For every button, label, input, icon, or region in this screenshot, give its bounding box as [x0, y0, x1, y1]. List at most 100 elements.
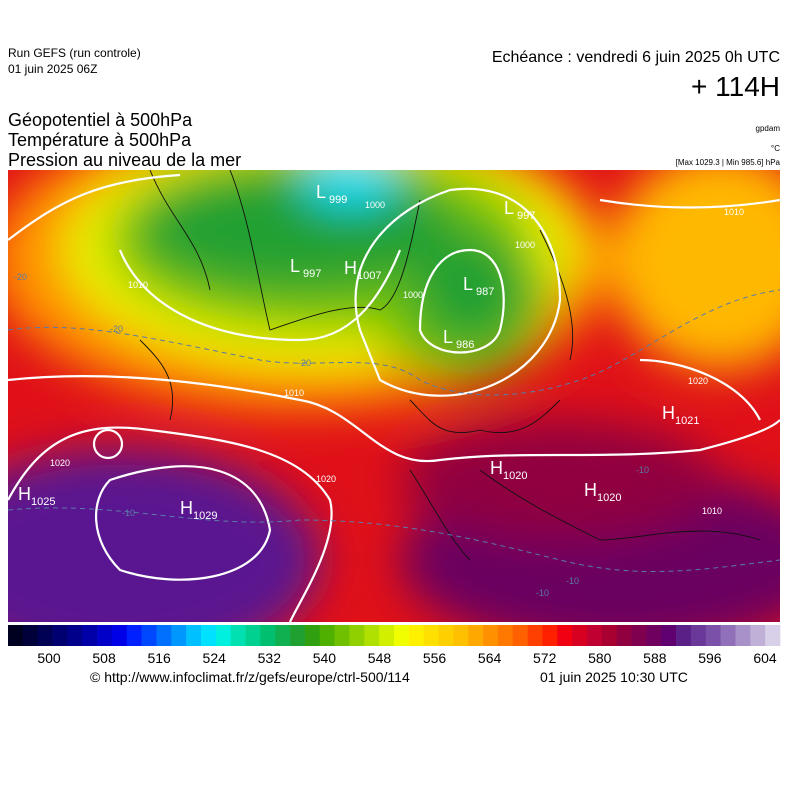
colorbar-tick-label: 548 [368, 650, 392, 666]
colorbar-swatch [201, 625, 217, 646]
colorbar-swatch [215, 625, 231, 646]
pressure-type: H [490, 458, 503, 478]
run: Run GEFS (run controle) [8, 46, 141, 60]
colorbar-swatch [572, 625, 588, 646]
colorbar-tick-label: 500 [37, 650, 61, 666]
isobar-label: 1010 [284, 388, 304, 398]
pressure-type: H [584, 480, 597, 500]
colorbar-tick-label: 524 [203, 650, 227, 666]
colorbar-swatch [483, 625, 499, 646]
isobar-label: 1020 [688, 376, 708, 386]
colorbar-swatch [379, 625, 395, 646]
pressure-type: L [316, 182, 326, 202]
colorbar-swatch [186, 625, 202, 646]
colorbar-swatch [304, 625, 321, 646]
colorbar-swatch [512, 625, 528, 646]
colorbar-swatch [245, 625, 261, 646]
unit: °C [771, 144, 780, 153]
colorbar-swatch [542, 625, 558, 646]
colorbar-swatch [423, 625, 439, 646]
pressure-type: L [290, 256, 300, 276]
pressure-type: H [344, 258, 357, 278]
colorbar-swatch [438, 625, 454, 646]
colorbar-swatch [468, 625, 484, 646]
isobar-label: 1000 [403, 290, 423, 300]
isobar-label: 1010 [128, 280, 148, 290]
colorbar-swatch [230, 625, 246, 646]
colorbar-swatch [408, 625, 424, 646]
colorbar-swatch [52, 625, 68, 646]
colorbar-swatch [720, 625, 736, 646]
pressure-value: 997 [303, 268, 321, 280]
pressure-value: 987 [476, 286, 494, 298]
pressure-value: 1021 [675, 415, 699, 427]
colorbar-swatch [171, 625, 187, 646]
isobar-label: 1010 [702, 506, 722, 516]
unit: gpdam [756, 124, 781, 133]
colorbar-swatch [8, 625, 24, 646]
colorbar-swatch [275, 625, 291, 646]
colorbar-swatch [394, 625, 410, 646]
colorbar-swatch [141, 625, 157, 646]
temperature-label: -10 [566, 576, 579, 586]
colorbar-swatch [631, 625, 647, 646]
colorbar-tick-label: 508 [92, 650, 116, 666]
colorbar-tick-label: 596 [698, 650, 722, 666]
colorbar-swatch [260, 625, 276, 646]
colorbar-swatch [126, 625, 142, 646]
lead-time: + 114H [691, 71, 780, 102]
temperature-label: -10 [636, 465, 649, 475]
colorbar-swatch [37, 625, 53, 646]
title: Pression au niveau de la mer [8, 150, 241, 170]
map [8, 170, 780, 622]
colorbar-swatch [557, 625, 573, 646]
colorbar-swatch [735, 625, 751, 646]
colorbar-tick-label: 580 [588, 650, 612, 666]
isobar-label: 1020 [50, 458, 70, 468]
isobar-label: 1000 [365, 200, 385, 210]
pressure-value: 1007 [357, 270, 381, 282]
colorbar-swatch [646, 625, 662, 646]
colorbar-swatch [765, 625, 781, 646]
footer-source: © http://www.infoclimat.fr/z/gefs/europe… [90, 669, 410, 685]
colorbar: 500 508 516 524 532 540 548 556 564 572 580 588 596 6… [8, 625, 781, 666]
isobar-label: 1020 [316, 474, 336, 484]
colorbar-swatch [705, 625, 721, 646]
temperature-label: -20 [14, 272, 27, 282]
colorbar-swatch [661, 625, 677, 646]
colorbar-swatch [111, 625, 128, 646]
colorbar-swatch [587, 625, 603, 646]
pressure-type: H [662, 403, 675, 423]
pressure-value: 999 [329, 194, 347, 206]
pressure-value: 986 [456, 339, 474, 351]
pressure-type: L [443, 327, 453, 347]
colorbar-swatch [82, 625, 98, 646]
colorbar-swatch [750, 625, 766, 646]
colorbar-swatch [364, 625, 380, 646]
temperature-label: -20 [298, 358, 311, 368]
colorbar-tick-label: 540 [313, 650, 337, 666]
isobar-label: 1000 [515, 240, 535, 250]
colorbar-swatch [319, 625, 335, 646]
temperature-label: -20 [110, 324, 123, 334]
colorbar-swatch [156, 625, 172, 646]
colorbar-swatch [497, 625, 514, 646]
unit: [Max 1029.3 | Min 985.6] hPa [676, 158, 781, 167]
colorbar-tick-label: 532 [258, 650, 282, 666]
title: Géopotentiel à 500hPa [8, 110, 193, 130]
pressure-type: H [180, 498, 193, 518]
colorbar-tick-label: 564 [478, 650, 502, 666]
colorbar-swatch [527, 625, 543, 646]
colorbar-swatch [616, 625, 632, 646]
colorbar-swatch [349, 625, 365, 646]
colorbar-swatch [676, 625, 692, 646]
colorbar-swatch [290, 625, 306, 646]
pressure-type: H [18, 484, 31, 504]
colorbar-tick-label: 572 [533, 650, 557, 666]
temperature-label: -10 [122, 508, 135, 518]
colorbar-swatch [453, 625, 469, 646]
isobar-label: 1010 [724, 207, 744, 217]
run-date: 01 juin 2025 06Z [8, 62, 97, 76]
